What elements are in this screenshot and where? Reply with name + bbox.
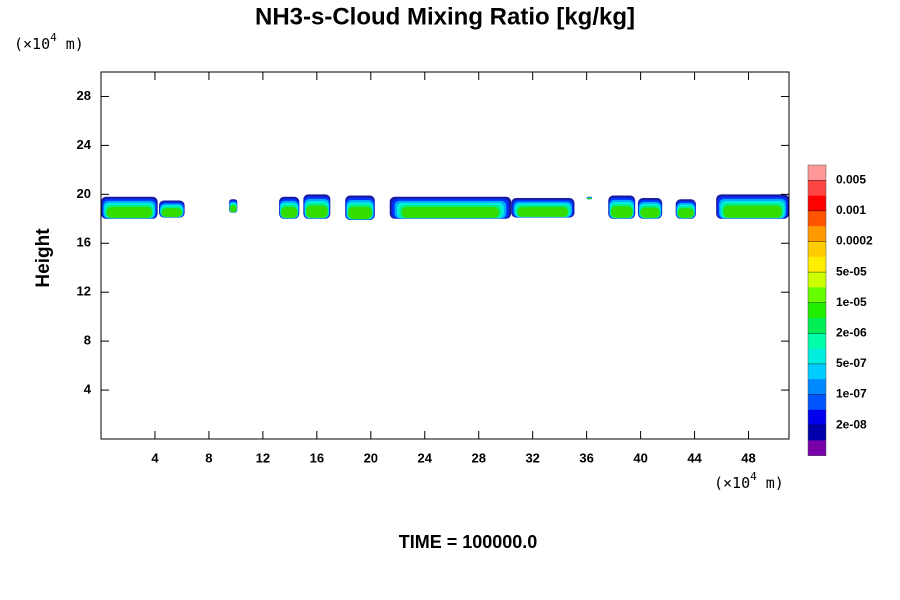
x-tick-label: 32	[525, 450, 539, 465]
cloud-layer	[161, 208, 183, 217]
x-tick-label: 40	[633, 450, 647, 465]
y-tick-label: 8	[84, 333, 91, 348]
unit-exp: 4	[750, 470, 757, 483]
unit-exp: 4	[50, 31, 57, 44]
cloud-layer	[306, 205, 328, 218]
cloud-layer	[401, 206, 499, 218]
x-tick-label: 28	[471, 450, 485, 465]
x-tick-label: 36	[579, 450, 593, 465]
colorbar-swatch	[808, 394, 826, 411]
colorbar-swatch	[808, 241, 826, 258]
unit-prefix: (×10	[714, 474, 750, 492]
cloud-layer	[640, 207, 660, 218]
colorbar-swatch	[808, 287, 826, 303]
colorbar-label: 1e-07	[836, 387, 867, 401]
colorbar-label: 5e-07	[836, 356, 867, 370]
colorbar-swatch	[808, 363, 826, 380]
y-unit: (×104 m)	[14, 31, 84, 53]
colorbar-swatch	[808, 440, 826, 456]
colorbar-swatch	[808, 272, 826, 288]
colorbar-frame	[807, 164, 827, 456]
cloud-layer	[281, 206, 298, 218]
cloud-layer	[517, 206, 569, 217]
colorbar-swatch	[808, 256, 826, 273]
colorbar-swatch	[808, 379, 826, 395]
x-tick-label: 8	[205, 450, 212, 465]
x-tick-label: 4	[151, 450, 159, 465]
y-tick-label: 24	[77, 137, 92, 152]
footer: TIME = 100000.0	[399, 532, 538, 552]
colorbar-swatch	[808, 425, 826, 441]
y-tick-label: 4	[84, 382, 92, 397]
colorbar-swatch	[808, 226, 826, 242]
y-axis-label: Height	[33, 228, 54, 288]
colorbar-swatch	[808, 195, 826, 212]
cloud-layer	[723, 205, 782, 218]
colorbar-swatch	[808, 333, 826, 349]
y-tick-label: 28	[77, 88, 91, 103]
cloud-layer	[587, 197, 592, 200]
colorbar-swatch	[808, 318, 826, 334]
unit-suffix: m)	[757, 474, 784, 492]
x-tick-label: 20	[364, 450, 378, 465]
x-tick-label: 16	[310, 450, 324, 465]
colorbar-label: 5e-05	[836, 264, 867, 278]
cloud-layer	[677, 208, 694, 218]
x-tick-label: 44	[687, 450, 702, 465]
colorbar-swatch	[808, 348, 826, 365]
plot-frame	[100, 71, 790, 440]
colorbar-label: 0.001	[836, 203, 866, 217]
cloud-layer	[106, 206, 152, 218]
x-tick-label: 12	[256, 450, 270, 465]
colorbar-swatch	[808, 210, 826, 227]
y-tick-label: 12	[77, 284, 91, 299]
colorbar-swatch	[808, 165, 826, 181]
colorbar-label: 2e-08	[836, 417, 867, 431]
unit-prefix: (×10	[14, 35, 50, 53]
y-tick-label: 20	[77, 186, 91, 201]
cloud-layer	[348, 206, 372, 220]
cloud-layer	[610, 206, 633, 218]
colorbar-swatch	[808, 302, 826, 319]
colorbar-label: 0.0002	[836, 234, 873, 248]
colorbar-label: 0.005	[836, 172, 866, 186]
y-tick-label: 16	[77, 235, 91, 250]
colorbar-swatch	[808, 180, 826, 196]
x-unit: (×104 m)	[714, 470, 784, 492]
cloud-layer	[229, 205, 237, 213]
unit-suffix: m)	[57, 35, 84, 53]
colorbar-label: 1e-05	[836, 295, 867, 309]
colorbar-label: 2e-06	[836, 325, 867, 339]
x-tick-label: 24	[418, 450, 433, 465]
x-tick-label: 48	[741, 450, 755, 465]
chart-title: NH3-s-Cloud Mixing Ratio [kg/kg]	[255, 3, 635, 30]
colorbar-swatch	[808, 409, 826, 426]
